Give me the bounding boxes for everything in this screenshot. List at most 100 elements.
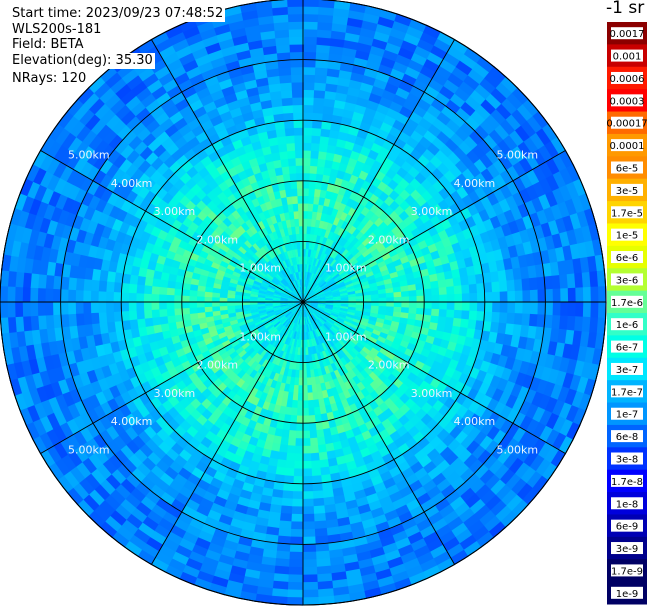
range-gate (54, 192, 69, 210)
range-gate (232, 343, 242, 352)
range-gate (265, 309, 275, 314)
range-gate (237, 277, 247, 284)
range-gate (169, 129, 184, 144)
range-gate (258, 237, 267, 247)
range-gate (415, 307, 425, 316)
range-gate (552, 302, 562, 317)
range-gate (360, 317, 370, 324)
range-gate (317, 444, 327, 454)
range-gate (64, 211, 78, 228)
range-gate (71, 373, 84, 390)
range-gate (516, 483, 534, 501)
range-gate (300, 286, 303, 295)
range-gate (476, 449, 492, 466)
range-gate (98, 499, 116, 517)
range-gate (310, 256, 316, 266)
range-gate (410, 129, 425, 144)
range-gate (482, 454, 498, 471)
range-gate (144, 438, 159, 453)
range-gate (286, 321, 292, 329)
range-gate (166, 308, 175, 317)
range-gate (174, 347, 186, 358)
range-gate (322, 272, 329, 280)
range-gate (316, 328, 323, 337)
range-gate (183, 325, 194, 334)
range-gate (287, 566, 303, 576)
range-gate (284, 336, 290, 345)
range-gate (333, 361, 342, 371)
range-gate (271, 230, 279, 240)
range-gate (431, 71, 449, 87)
range-gate (143, 309, 153, 319)
range-gate (292, 315, 297, 324)
range-gate (344, 231, 353, 241)
range-gate (299, 225, 304, 234)
range-gate (275, 332, 283, 341)
range-gate (282, 259, 288, 269)
range-gate (291, 226, 297, 235)
range-gate (280, 293, 289, 298)
range-gate (384, 42, 402, 55)
range-gate (17, 209, 30, 228)
range-gate (262, 417, 272, 427)
range-gate (253, 332, 262, 341)
range-gate (454, 302, 463, 311)
range-gate (377, 63, 394, 77)
range-gate (179, 338, 190, 349)
range-gate (505, 394, 519, 410)
range-gate (343, 453, 355, 464)
range-gate (545, 190, 559, 208)
range-gate (550, 204, 564, 222)
range-gate (45, 411, 61, 430)
range-gate (83, 278, 93, 291)
range-gate (308, 415, 316, 424)
range-gate (414, 123, 429, 138)
range-gate (499, 291, 509, 303)
range-gate (418, 333, 428, 343)
range-gate (50, 205, 63, 223)
range-gate (318, 299, 327, 302)
range-gate (479, 119, 496, 136)
range-gate (219, 297, 228, 302)
range-gate (104, 374, 117, 389)
range-gate (394, 350, 405, 360)
range-gate (234, 294, 243, 299)
range-gate (240, 326, 250, 334)
range-gate (362, 287, 371, 293)
range-gate (277, 181, 286, 191)
range-gate (420, 91, 437, 106)
range-gate (393, 296, 403, 303)
range-gate (313, 97, 326, 107)
range-gate (302, 528, 316, 538)
range-gate (198, 497, 214, 511)
range-gate (547, 341, 558, 357)
range-gate (309, 305, 318, 310)
range-gate (108, 133, 124, 150)
colorbar-tick-bg (611, 474, 643, 487)
range-gate (323, 435, 334, 445)
range-gate (145, 325, 155, 336)
range-gate (287, 299, 296, 302)
range-gate (273, 112, 285, 123)
range-gate (163, 336, 174, 347)
range-gate (302, 438, 311, 447)
range-gate (324, 159, 334, 169)
range-gate (290, 330, 296, 340)
range-gate (427, 328, 437, 338)
range-gate (485, 93, 503, 110)
range-gate (266, 129, 278, 139)
range-gate (124, 412, 138, 428)
range-gate (358, 257, 368, 266)
range-gate (265, 291, 274, 296)
range-gate (204, 125, 218, 138)
range-gate (307, 307, 313, 315)
range-gate (377, 335, 387, 344)
colorbar-tick-bg (611, 228, 643, 241)
range-gate (510, 383, 523, 399)
range-gate (311, 283, 318, 291)
range-gate (389, 100, 404, 114)
range-gate (21, 389, 35, 409)
range-gate (176, 268, 187, 277)
range-gate (267, 271, 275, 279)
range-gate (354, 313, 363, 319)
